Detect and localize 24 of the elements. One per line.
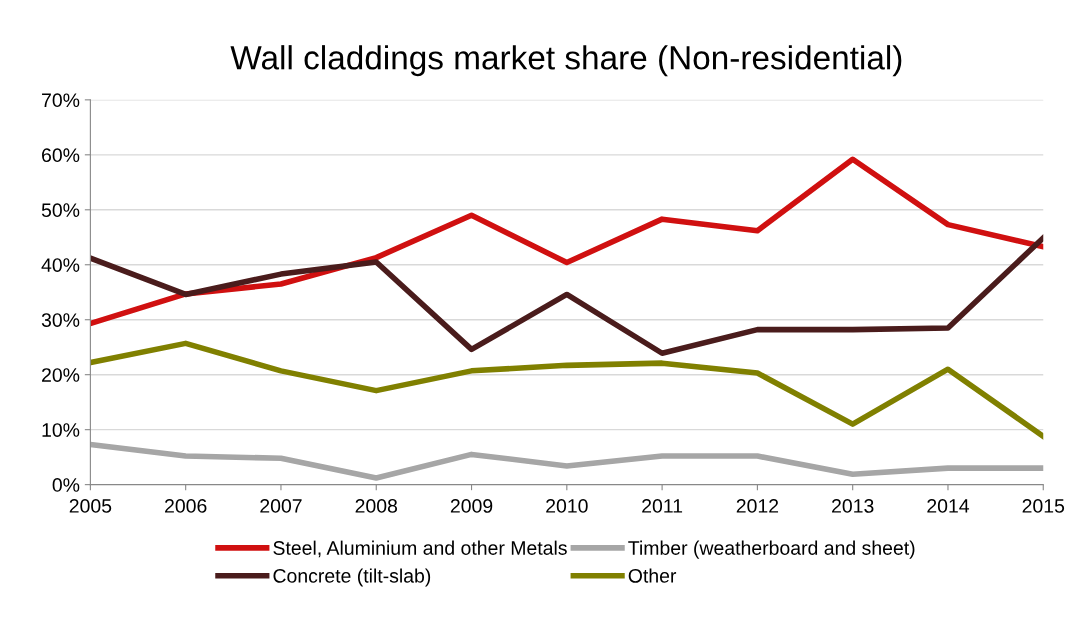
y-tick-label: 30% [41, 313, 80, 327]
x-tick-label: 2008 [355, 499, 398, 513]
legend-label: Timber (weatherboard and sheet) [628, 540, 915, 559]
x-tick-label: 2012 [736, 499, 779, 513]
x-tick-label: 2011 [642, 499, 683, 513]
x-tick-label: 2005 [69, 499, 112, 513]
x-tick-label: 2010 [546, 499, 588, 513]
x-tick-label: 2009 [450, 499, 493, 513]
y-tick-label: 20% [42, 368, 80, 382]
y-tick-label: 0% [52, 478, 80, 492]
legend-label: Other [628, 568, 677, 583]
x-tick-label: 2015 [1022, 499, 1065, 513]
x-tick-label: 2007 [260, 499, 302, 513]
y-tick-label: 40% [41, 258, 80, 272]
y-tick-label: 50% [41, 203, 80, 218]
y-tick-label: 10% [42, 423, 80, 437]
x-tick-label: 2006 [165, 499, 207, 513]
y-tick-label: 60% [42, 148, 80, 163]
y-tick-label: 70% [42, 93, 80, 108]
x-tick-label: 2013 [832, 499, 874, 513]
chart-title: Wall claddings market share (Non-residential) [230, 45, 902, 77]
legend-label: Concrete (tilt-slab) [273, 568, 431, 587]
legend-label: Steel, Aluminium and other Metals [273, 540, 567, 558]
x-tick-label: 2014 [927, 499, 970, 513]
